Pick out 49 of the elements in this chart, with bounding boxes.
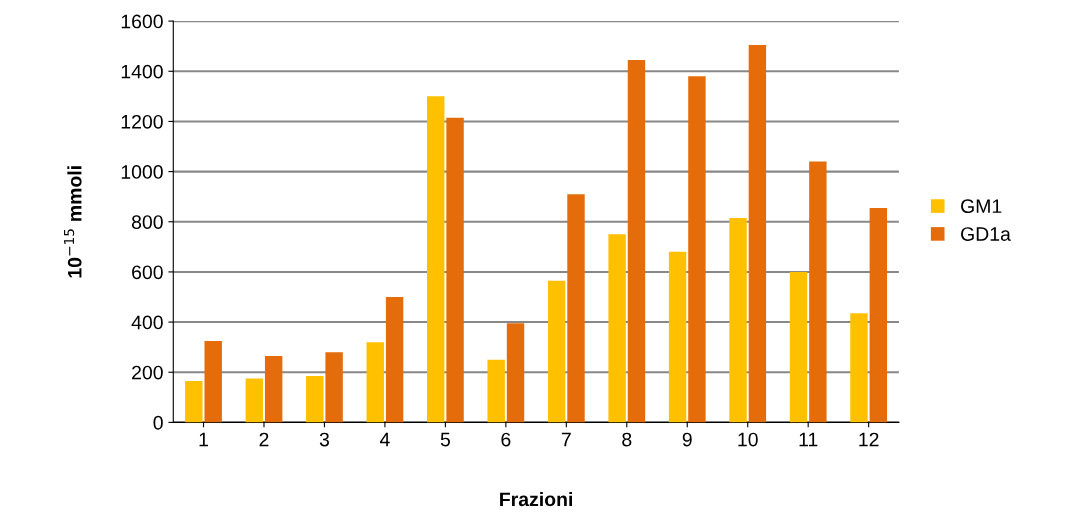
x-tick-label: 8 bbox=[622, 432, 632, 447]
bar bbox=[427, 96, 445, 423]
y-tick-label: 1600 bbox=[121, 14, 163, 29]
bar bbox=[325, 352, 343, 423]
bar bbox=[668, 251, 687, 423]
bar bbox=[306, 376, 324, 423]
y-tick-label: 1000 bbox=[121, 165, 163, 179]
y-tick-label: 400 bbox=[131, 315, 163, 330]
x-tick-label: 3 bbox=[319, 432, 329, 447]
x-tick-label: 1 bbox=[199, 432, 208, 447]
x-tick-label: 11 bbox=[799, 432, 818, 447]
y-tick-label: 200 bbox=[132, 365, 163, 380]
x-tick-label: 5 bbox=[440, 432, 450, 447]
bar bbox=[850, 313, 868, 423]
bar bbox=[729, 218, 747, 423]
bar bbox=[487, 359, 505, 423]
x-tick-label: 10 bbox=[738, 432, 758, 447]
bar bbox=[366, 342, 384, 423]
bar bbox=[688, 76, 706, 423]
y-axis-title: 10$^{−15}$ mmoli bbox=[64, 166, 82, 278]
bar bbox=[385, 297, 404, 423]
bar bbox=[245, 378, 264, 423]
x-tick-label: 7 bbox=[561, 432, 571, 447]
bar bbox=[869, 207, 888, 423]
bar bbox=[506, 323, 525, 423]
bar bbox=[567, 194, 585, 423]
bar bbox=[547, 280, 566, 423]
x-tick-label: 12 bbox=[859, 432, 879, 447]
legend-label: GD1a bbox=[961, 227, 1011, 241]
y-tick-label: 600 bbox=[132, 265, 163, 280]
bar bbox=[627, 59, 646, 423]
y-tick-label: 800 bbox=[131, 215, 163, 229]
x-axis-title: Frazioni bbox=[500, 491, 572, 507]
bar bbox=[204, 340, 222, 423]
y-tick-label: 1200 bbox=[121, 114, 163, 129]
bar bbox=[264, 355, 283, 423]
bar bbox=[789, 271, 808, 423]
x-tick-label: 9 bbox=[682, 432, 692, 447]
bar bbox=[446, 117, 464, 423]
legend-label: GM1 bbox=[961, 199, 1002, 214]
x-tick-label: 6 bbox=[501, 432, 511, 447]
x-tick-label: 4 bbox=[379, 432, 390, 447]
bar bbox=[809, 161, 827, 423]
bar bbox=[185, 381, 203, 423]
bar bbox=[608, 234, 626, 423]
y-tick-label: 1400 bbox=[121, 64, 163, 79]
y-tick-label: 0 bbox=[153, 415, 163, 430]
x-tick-label: 2 bbox=[259, 432, 269, 447]
bar bbox=[748, 44, 767, 423]
